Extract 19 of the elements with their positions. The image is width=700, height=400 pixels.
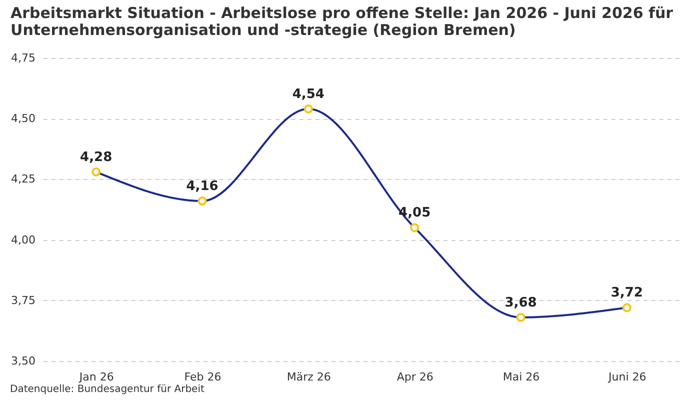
data-label: 4,28 [80, 150, 112, 165]
data-label: 3,68 [504, 295, 537, 310]
y-tick-label: 4,75 [11, 52, 36, 64]
chart-title: Arbeitsmarkt Situation - Arbeitslose pro offene Stelle: Jan 2026 - Juni 2026 für Unternehmensorganisation und -strategie (Region Bremen) [10, 4, 674, 39]
x-tick-label: Jan 26 [78, 370, 114, 384]
x-tick-label: Mai 26 [502, 370, 540, 384]
x-tick-label: Feb 26 [184, 370, 222, 384]
x-tick-label: Juni 26 [608, 370, 646, 384]
y-tick-label: 4,00 [11, 233, 36, 246]
y-tick-label: 3,75 [11, 294, 36, 307]
data-label: 3,72 [610, 286, 643, 301]
y-tick-label: 4,50 [11, 112, 36, 126]
data-label: 4,16 [186, 179, 218, 194]
data-label: 4,54 [292, 86, 324, 102]
text: Datenquelle: Bundesagentur für Arbeit [9, 384, 206, 395]
x-tick-label: Apr 26 [396, 370, 434, 384]
x-tick-label: März 26 [286, 370, 331, 384]
y-tick-label: 3,50 [11, 354, 36, 368]
y-tick-label: 4,25 [11, 172, 36, 186]
